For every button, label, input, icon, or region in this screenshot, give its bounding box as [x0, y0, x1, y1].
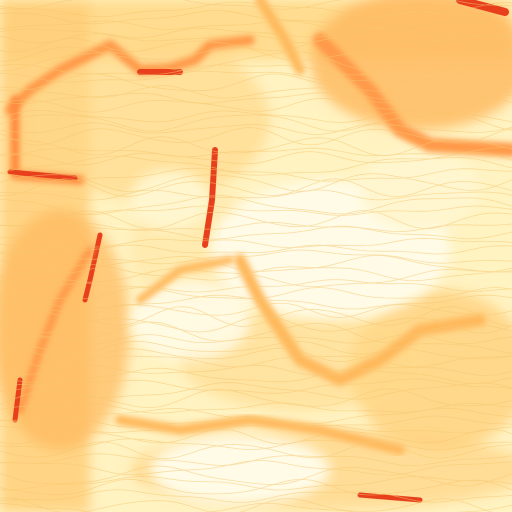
- contour-line: [0, 244, 512, 255]
- contour-line: [0, 428, 512, 445]
- contour-line: [0, 315, 512, 334]
- contour-line: [0, 355, 512, 368]
- contour-line: [0, 33, 512, 44]
- contour-line: [0, 378, 512, 394]
- contour-line: [0, 122, 512, 135]
- contour-line: [0, 407, 512, 425]
- contour-line: [0, 367, 512, 384]
- contour-line: [0, 478, 512, 496]
- contour-line: [0, 364, 512, 376]
- contour-line: [0, 27, 512, 39]
- contour-line: [0, 502, 512, 512]
- contour-line: [0, 465, 512, 487]
- contour-line: [0, 382, 512, 400]
- contour-line: [0, 249, 512, 265]
- contour-line: [0, 73, 512, 92]
- contour-line: [0, 347, 512, 363]
- contour-line: [0, 254, 512, 274]
- contour-line: [0, 388, 512, 409]
- contour-line: [0, 91, 512, 105]
- contour-line: [0, 475, 512, 491]
- contour-line: [0, 306, 512, 327]
- contour-line: [0, 237, 512, 249]
- contour-line: [0, 50, 512, 72]
- contour-line: [0, 287, 512, 300]
- contour-line: [0, 1, 512, 18]
- contour-line: [0, 70, 512, 83]
- contour-line: [0, 189, 512, 201]
- contour-line: [0, 294, 512, 310]
- contour-line: [0, 0, 512, 10]
- contour-line: [0, 37, 512, 53]
- contour-line: [0, 264, 512, 282]
- contour-line: [0, 178, 512, 197]
- contour-line: [0, 113, 512, 132]
- contour-line: [0, 424, 512, 434]
- contour-line: [0, 46, 512, 63]
- contour-line: [0, 127, 512, 146]
- contour-line: [0, 9, 512, 25]
- contour-line: [0, 173, 512, 192]
- contour-line: [0, 441, 512, 459]
- contour-line: [0, 147, 512, 158]
- contour-line: [0, 438, 512, 451]
- contour-line: [0, 98, 512, 113]
- contour-line: [0, 205, 512, 216]
- contour-line: [0, 279, 512, 293]
- contour-line: [0, 302, 512, 318]
- contour-line: [0, 20, 512, 30]
- contour-line: [0, 221, 512, 233]
- contour-line: [0, 460, 512, 476]
- contour-line: [0, 333, 512, 345]
- flat-areas: [130, 150, 480, 505]
- contour-line: [0, 321, 512, 343]
- contour-line: [0, 109, 512, 123]
- contour-line: [0, 340, 512, 355]
- contour-line: [0, 155, 512, 176]
- contour-line: [0, 453, 512, 466]
- contour-line: [0, 415, 512, 428]
- contour-line: [0, 225, 512, 240]
- contour-line: [0, 151, 512, 166]
- contour-line: [0, 489, 512, 503]
- contour-line: [0, 63, 512, 76]
